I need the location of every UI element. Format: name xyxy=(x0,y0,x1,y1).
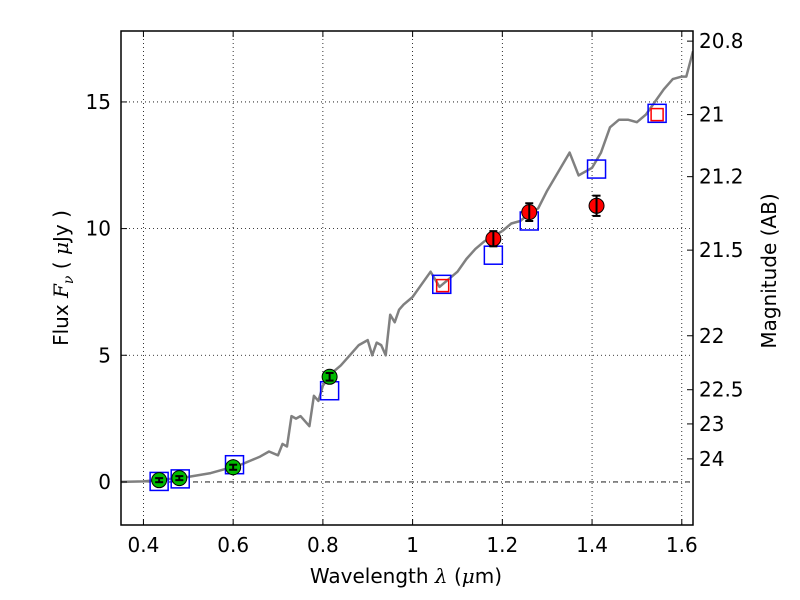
x-tick-label: 1.2 xyxy=(486,533,518,557)
model-square-marker xyxy=(586,159,607,179)
x-tick-label: 0.4 xyxy=(128,533,160,557)
data-series xyxy=(121,50,693,492)
y2-tick-label: 22 xyxy=(699,324,724,348)
plot-frame xyxy=(120,30,694,526)
x-tick-label: 1.4 xyxy=(576,533,608,557)
y2-tick-label: 21.5 xyxy=(699,238,744,262)
synthetic-square-marker xyxy=(435,278,450,293)
x-tick-label: 0.8 xyxy=(307,533,339,557)
grid xyxy=(121,31,693,525)
y-tick-label: 10 xyxy=(86,217,111,241)
y2-axis-title: Magnitude (AB) xyxy=(757,193,781,348)
model-square-marker xyxy=(483,245,504,265)
x-tick-label: 0.6 xyxy=(217,533,249,557)
ticks: 0.4 0.6 0.8 1 1.2 1.4 1.6 0 5 10 15 20.8 21 21.2 21.5 2… xyxy=(86,29,744,557)
y2-tick-label: 23 xyxy=(699,412,724,436)
model-square-marker xyxy=(647,103,667,124)
synthetic-square-marker xyxy=(650,107,664,122)
y2-tick-label: 24 xyxy=(699,447,724,471)
y-tick-label: 0 xyxy=(98,470,111,494)
y2-tick-label: 21.2 xyxy=(699,165,744,189)
y-axis-title: Flux Fν ( μJy ) xyxy=(49,210,77,346)
model-square-marker xyxy=(432,274,452,295)
x-axis-title: Wavelength λ (μm) xyxy=(310,564,502,588)
x-tick-label: 1 xyxy=(406,533,419,557)
model-square-marker xyxy=(170,469,190,489)
y-tick-label: 15 xyxy=(86,90,111,114)
y-tick-label: 5 xyxy=(98,343,111,367)
x-tick-label: 1.6 xyxy=(666,533,698,557)
spectrum-line xyxy=(121,50,693,484)
y2-tick-label: 20.8 xyxy=(699,29,744,53)
y2-tick-label: 21 xyxy=(699,103,724,127)
y2-tick-label: 22.5 xyxy=(699,378,744,402)
